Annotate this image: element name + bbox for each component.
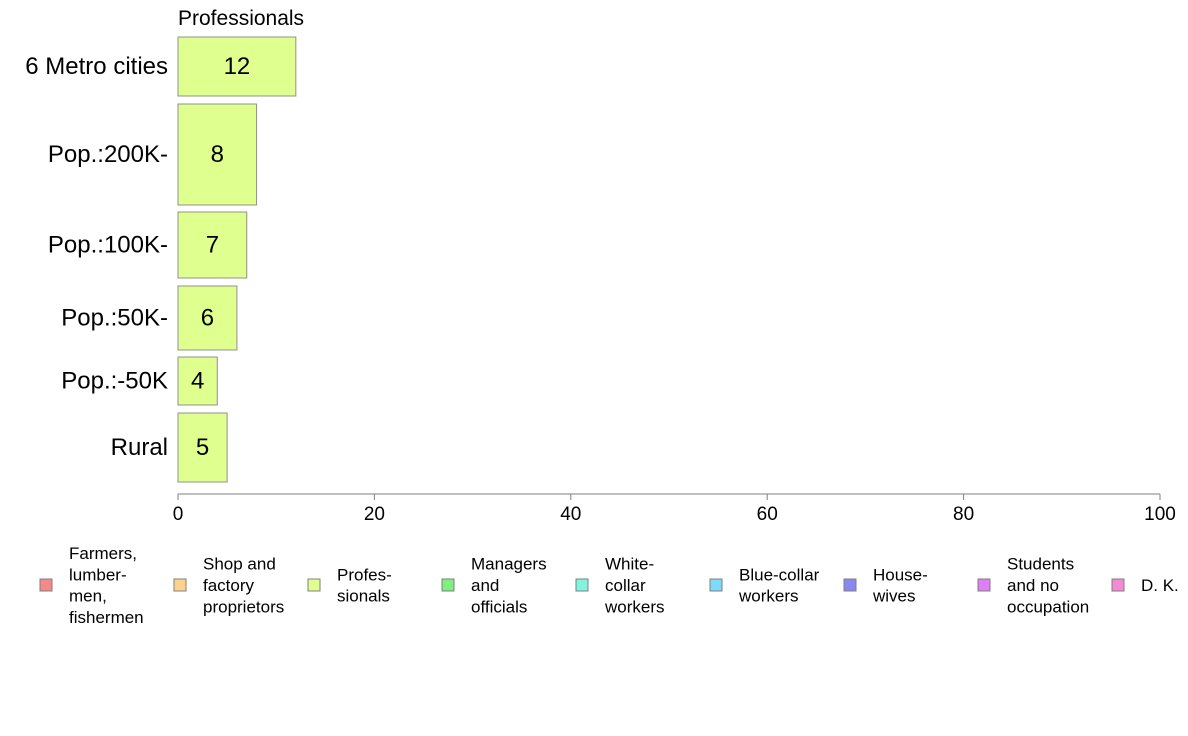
legend-label: Profes-sionals (337, 565, 392, 605)
x-tick-label: 20 (364, 504, 385, 525)
category-label: Pop.:50K- (61, 305, 168, 332)
legend-item: D. K. (1111, 576, 1179, 595)
legend-label: Students and no occupation (1007, 554, 1089, 616)
x-tick-label: 80 (953, 504, 974, 525)
legend-label: Farmers, lumber-men, fishermen (69, 544, 144, 627)
legend-item: Farmers, lumber-men, fishermen (39, 544, 144, 627)
legend-label: House-wives (872, 565, 928, 605)
legend-label: White-collar workers (604, 554, 665, 616)
value-label: 7 (206, 232, 219, 259)
bars-group: 6 Metro cities 12 Pop.:200K- 8 Pop.:100K- 7 Po… (25, 36, 297, 483)
category-label: Pop.:-50K (61, 368, 168, 395)
bar (177, 211, 248, 279)
legend-label: Blue-collar workers (738, 565, 820, 605)
legend-swatch (709, 578, 723, 592)
legend-item: Profes-sionals (307, 565, 392, 605)
legend-label: D. K. (1141, 576, 1179, 595)
category-label: Rural (111, 434, 168, 461)
chart-title: Professionals (178, 7, 304, 30)
value-label: 6 (201, 305, 214, 332)
legend-swatch (441, 578, 455, 592)
bar (177, 412, 228, 483)
x-tick-label: 100 (1144, 504, 1176, 525)
legend-item: Managers and officials (441, 554, 547, 616)
legend-label: Shop and factory proprietors (203, 554, 284, 616)
bar (177, 285, 238, 351)
x-tick-label: 40 (560, 504, 581, 525)
value-label: 8 (211, 141, 224, 168)
bar (177, 103, 258, 206)
legend-label: Managers and officials (471, 554, 547, 616)
legend-swatch (977, 578, 991, 592)
legend: Farmers, lumber-men, fishermen Shop and fact… (39, 544, 1179, 627)
x-tick-label: 60 (757, 504, 778, 525)
category-label: Pop.:200K- (48, 141, 168, 168)
legend-item: House-wives (843, 565, 928, 605)
legend-swatch (307, 578, 321, 592)
legend-item: White-collar workers (575, 554, 665, 616)
value-label: 4 (191, 368, 204, 395)
category-label: 6 Metro cities (25, 53, 168, 80)
legend-swatch (39, 578, 53, 592)
legend-swatch (575, 578, 589, 592)
bar (177, 36, 297, 97)
legend-item: Students and no occupation (977, 554, 1089, 616)
category-label: Pop.:100K- (48, 232, 168, 259)
value-label: 5 (196, 434, 209, 461)
x-axis: 0 20 40 60 80 100 (173, 493, 1176, 525)
legend-item: Shop and factory proprietors (173, 554, 284, 616)
value-label: 12 (224, 53, 251, 80)
legend-swatch (843, 578, 857, 592)
legend-swatch (1111, 578, 1125, 592)
bar (177, 356, 218, 406)
legend-swatch (173, 578, 187, 592)
legend-item: Blue-collar workers (709, 565, 820, 605)
x-tick-label: 0 (173, 504, 184, 525)
